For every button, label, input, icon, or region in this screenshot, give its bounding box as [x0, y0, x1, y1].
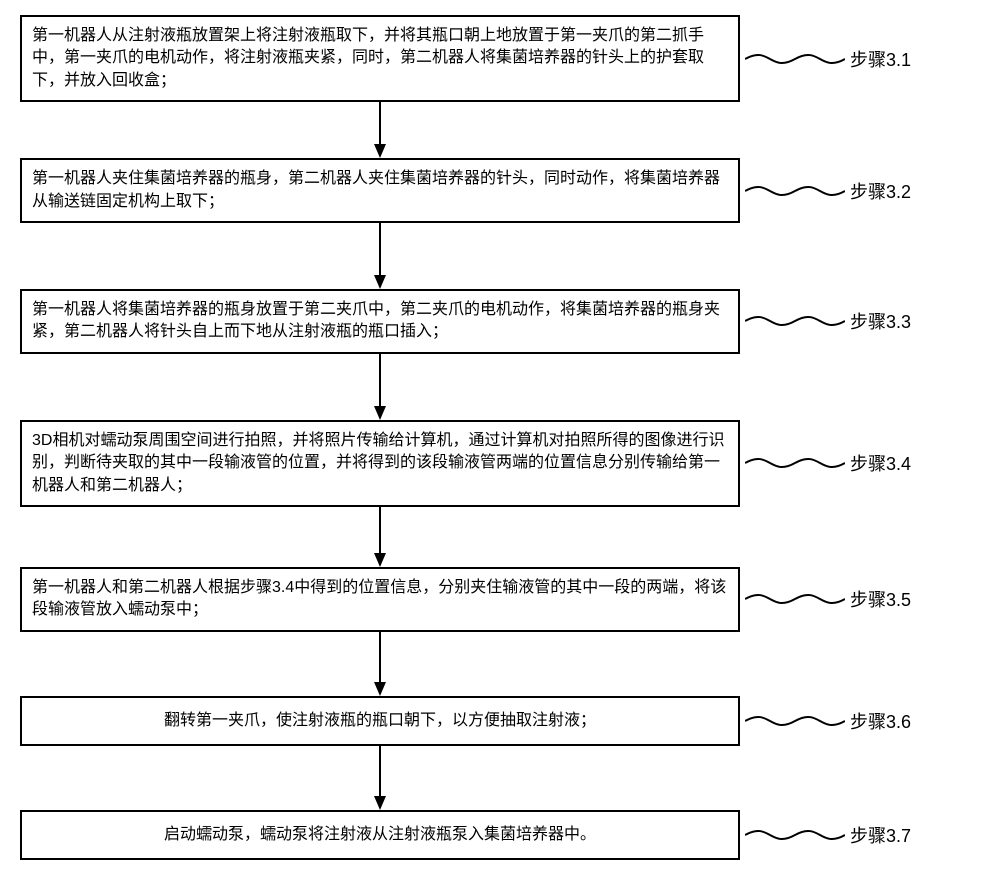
connector-wrap	[745, 815, 845, 855]
wavy-connector	[745, 301, 845, 341]
step-label: 步骤3.4	[850, 450, 911, 476]
arrow-wrap	[20, 102, 980, 158]
connector-wrap	[745, 301, 845, 341]
step-box: 第一机器人将集菌培养器的瓶身放置于第二夹爪中，第二夹爪的电机动作，将集菌培养器的…	[20, 289, 740, 354]
down-arrow	[20, 102, 740, 158]
step-box: 第一机器人和第二机器人根据步骤3.4中得到的位置信息，分别夹住输液管的其中一段的…	[20, 567, 740, 632]
connector-wrap	[745, 443, 845, 483]
step-label: 步骤3.6	[850, 708, 911, 734]
arrow-wrap	[20, 746, 980, 810]
down-arrow	[20, 354, 740, 420]
connector-wrap	[745, 39, 845, 79]
step-box: 第一机器人从注射液瓶放置架上将注射液瓶取下，并将其瓶口朝上地放置于第一夹爪的第二…	[20, 15, 740, 102]
down-arrow	[20, 223, 740, 289]
flowchart-container: 第一机器人从注射液瓶放置架上将注射液瓶取下，并将其瓶口朝上地放置于第一夹爪的第二…	[20, 15, 980, 860]
wavy-connector	[745, 443, 845, 483]
wavy-connector	[745, 171, 845, 211]
wavy-connector	[745, 815, 845, 855]
arrow-wrap	[20, 354, 980, 420]
step-label: 步骤3.3	[850, 308, 911, 334]
step-box: 启动蠕动泵，蠕动泵将注射液从注射液瓶泵入集菌培养器中。	[20, 810, 740, 860]
wavy-connector	[745, 39, 845, 79]
connector-wrap	[745, 701, 845, 741]
flow-row: 第一机器人夹住集菌培养器的瓶身，第二机器人夹住集菌培养器的针头，同时动作，将集菌…	[20, 158, 980, 223]
step-label: 步骤3.7	[850, 822, 911, 848]
flow-row: 第一机器人和第二机器人根据步骤3.4中得到的位置信息，分别夹住输液管的其中一段的…	[20, 567, 980, 632]
connector-wrap	[745, 579, 845, 619]
arrow-wrap	[20, 632, 980, 696]
down-arrow	[20, 632, 740, 696]
step-box: 第一机器人夹住集菌培养器的瓶身，第二机器人夹住集菌培养器的针头，同时动作，将集菌…	[20, 158, 740, 223]
wavy-connector	[745, 579, 845, 619]
wavy-connector	[745, 701, 845, 741]
connector-wrap	[745, 171, 845, 211]
flow-row: 3D相机对蠕动泵周围空间进行拍照，并将照片传输给计算机，通过计算机对拍照所得的图…	[20, 420, 980, 507]
arrow-wrap	[20, 507, 980, 567]
step-box: 3D相机对蠕动泵周围空间进行拍照，并将照片传输给计算机，通过计算机对拍照所得的图…	[20, 420, 740, 507]
flow-row: 翻转第一夹爪，使注射液瓶的瓶口朝下，以方便抽取注射液； 步骤3.6	[20, 696, 980, 746]
step-label: 步骤3.2	[850, 178, 911, 204]
step-label: 步骤3.5	[850, 586, 911, 612]
flow-row: 第一机器人从注射液瓶放置架上将注射液瓶取下，并将其瓶口朝上地放置于第一夹爪的第二…	[20, 15, 980, 102]
flow-row: 第一机器人将集菌培养器的瓶身放置于第二夹爪中，第二夹爪的电机动作，将集菌培养器的…	[20, 289, 980, 354]
step-label: 步骤3.1	[850, 46, 911, 72]
flow-row: 启动蠕动泵，蠕动泵将注射液从注射液瓶泵入集菌培养器中。 步骤3.7	[20, 810, 980, 860]
down-arrow	[20, 746, 740, 810]
arrow-wrap	[20, 223, 980, 289]
step-box: 翻转第一夹爪，使注射液瓶的瓶口朝下，以方便抽取注射液；	[20, 696, 740, 746]
down-arrow	[20, 507, 740, 567]
